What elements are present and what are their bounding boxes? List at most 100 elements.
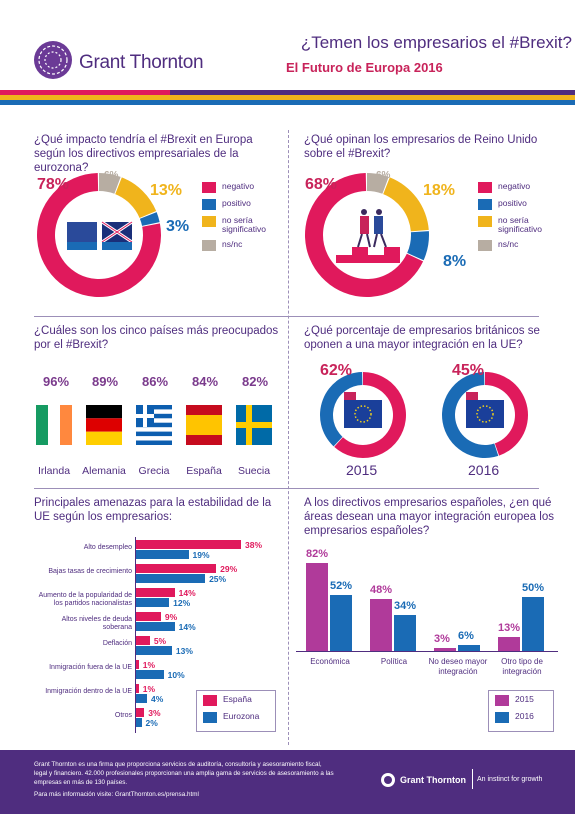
bar-eurozona-value: 19% [192, 550, 210, 560]
bar-2016 [330, 595, 352, 651]
bar-espana [136, 708, 145, 717]
footer-tagline: An instinct for growth [477, 776, 543, 783]
legend-2016: 2016 [515, 711, 534, 721]
bar-espana-value: 1% [142, 660, 156, 670]
donut-2016 [442, 372, 528, 458]
bar-eurozona-value: 10% [167, 670, 185, 680]
s2-nsnc-value: 6% [376, 170, 391, 181]
bar-2016 [458, 644, 480, 651]
slice-no-significativo [383, 177, 429, 232]
bar-eurozona [136, 622, 175, 631]
slice-nsnc [99, 173, 121, 194]
stripe-purple [170, 90, 575, 95]
bar-eurozona [136, 598, 170, 607]
bar-2015 [434, 647, 456, 651]
s1-no-significativo-value: 13% [150, 182, 183, 199]
bar-espana [136, 588, 175, 597]
bar-espana [136, 540, 241, 549]
s1-positivo-value: 3% [166, 218, 190, 235]
slice-oppose [334, 372, 406, 458]
bar-espana-value: 29% [220, 564, 238, 574]
legend-positivo: positivo [498, 198, 527, 208]
country-pct-suecia: 82% [241, 374, 269, 389]
bar-2015 [498, 637, 520, 651]
s2-negativo-value: 68% [305, 176, 338, 193]
legend-no-significativo: no sería significativo [498, 215, 542, 234]
legend-2015: 2015 [515, 694, 534, 704]
bar-eurozona [136, 670, 164, 679]
donut-2015 [320, 372, 406, 458]
integration-label: Económica [310, 657, 350, 666]
bar-eurozona-value: 12% [173, 598, 191, 608]
bar-espana [136, 660, 139, 669]
section4-question: ¿Qué porcentaje de empresarios británico… [304, 325, 540, 351]
country-name-espana: España [186, 465, 222, 477]
legend-nsnc: ns/nc [498, 239, 519, 249]
vertical-divider [288, 130, 289, 745]
s5-legend: España Eurozona [196, 690, 276, 732]
footer-logo-text: Grant Thornton [400, 775, 466, 785]
footer-more-info: Para más información visite: GrantThornt… [34, 791, 199, 798]
footer-text: Grant Thornton es una firma que proporci… [34, 760, 334, 799]
page-subtitle: El Futuro de Europa 2016 [286, 60, 443, 75]
threat-label: Deflación [102, 640, 132, 647]
threat-label: Inmigración dentro de la UE [45, 688, 132, 695]
country-name-alemania: Alemania [82, 465, 126, 477]
slice-negativo [305, 173, 424, 297]
bar-2016 [522, 597, 544, 651]
bar-eurozona [136, 718, 142, 727]
bar-2015-value: 13% [498, 622, 521, 635]
integration-label: Otro tipo de integración [501, 657, 543, 676]
bar-2015-value: 82% [306, 548, 329, 560]
page-title: ¿Temen los empresarios el #Brexit? [300, 33, 572, 52]
flag-suecia-icon [236, 405, 272, 445]
threat-label: Inmigración fuera de la UE [49, 664, 132, 671]
bar-2016-value: 52% [330, 580, 353, 593]
bar-eurozona [136, 574, 206, 583]
footer [0, 750, 575, 814]
donut-eurozona [37, 173, 161, 297]
bar-eurozona-value: 2% [145, 718, 158, 728]
slice-no-significativo [115, 177, 157, 218]
stripe-magenta [0, 90, 170, 95]
country-name-grecia: Grecia [138, 465, 170, 477]
bar-espana-value: 14% [178, 588, 196, 598]
threat-label: Alto desempleo [83, 544, 132, 551]
section3-question: ¿Cuáles son los cinco países más preocup… [34, 325, 279, 351]
bar-espana-value: 5% [153, 636, 167, 646]
bar-espana-value: 3% [148, 708, 161, 718]
s2-positivo-value: 8% [443, 253, 467, 270]
s2-legend: negativo positivo no sería significativo… [478, 182, 558, 251]
bar-2016-value: 50% [522, 582, 545, 595]
s2-no-significativo-value: 18% [423, 182, 456, 199]
s1-legend: negativo positivo no sería significativo… [202, 182, 282, 251]
legend-negativo: negativo [222, 181, 255, 191]
flag-grecia-icon [136, 405, 172, 445]
stripe-yellow [0, 95, 575, 100]
threat-label: Otros [114, 712, 132, 719]
footer-description: Grant Thornton es una firma que proporci… [34, 761, 334, 786]
s5-axis [135, 537, 136, 733]
s4-2016-value: 45% [452, 362, 485, 379]
s1-nsnc-value: 6% [104, 170, 119, 181]
slice-nsnc [367, 173, 389, 194]
legend-positivo: positivo [222, 198, 251, 208]
s6-axis [296, 651, 558, 652]
country-pct-alemania: 89% [91, 374, 119, 389]
bar-eurozona-value: 25% [209, 574, 227, 584]
s4-2015-year: 2015 [346, 462, 378, 478]
bar-eurozona [136, 646, 172, 655]
country-pct-grecia: 86% [141, 374, 169, 389]
bar-2015-value: 48% [370, 584, 393, 597]
bar-eurozona-value: 4% [151, 694, 164, 704]
bar-espana [136, 564, 217, 573]
bar-espana [136, 612, 161, 621]
s1-negativo-value: 78% [37, 176, 70, 193]
integration-label: No deseo mayor integración [428, 657, 488, 676]
bar-2016 [394, 614, 416, 651]
section1-question: ¿Qué impacto tendría el #Brexit en Europ… [34, 134, 253, 174]
bar-espana-value: 1% [142, 684, 156, 694]
section5-title: Principales amenazas para la estabilidad… [34, 497, 272, 523]
bar-eurozona-value: 14% [178, 622, 196, 632]
legend-nsnc: ns/nc [222, 239, 243, 249]
